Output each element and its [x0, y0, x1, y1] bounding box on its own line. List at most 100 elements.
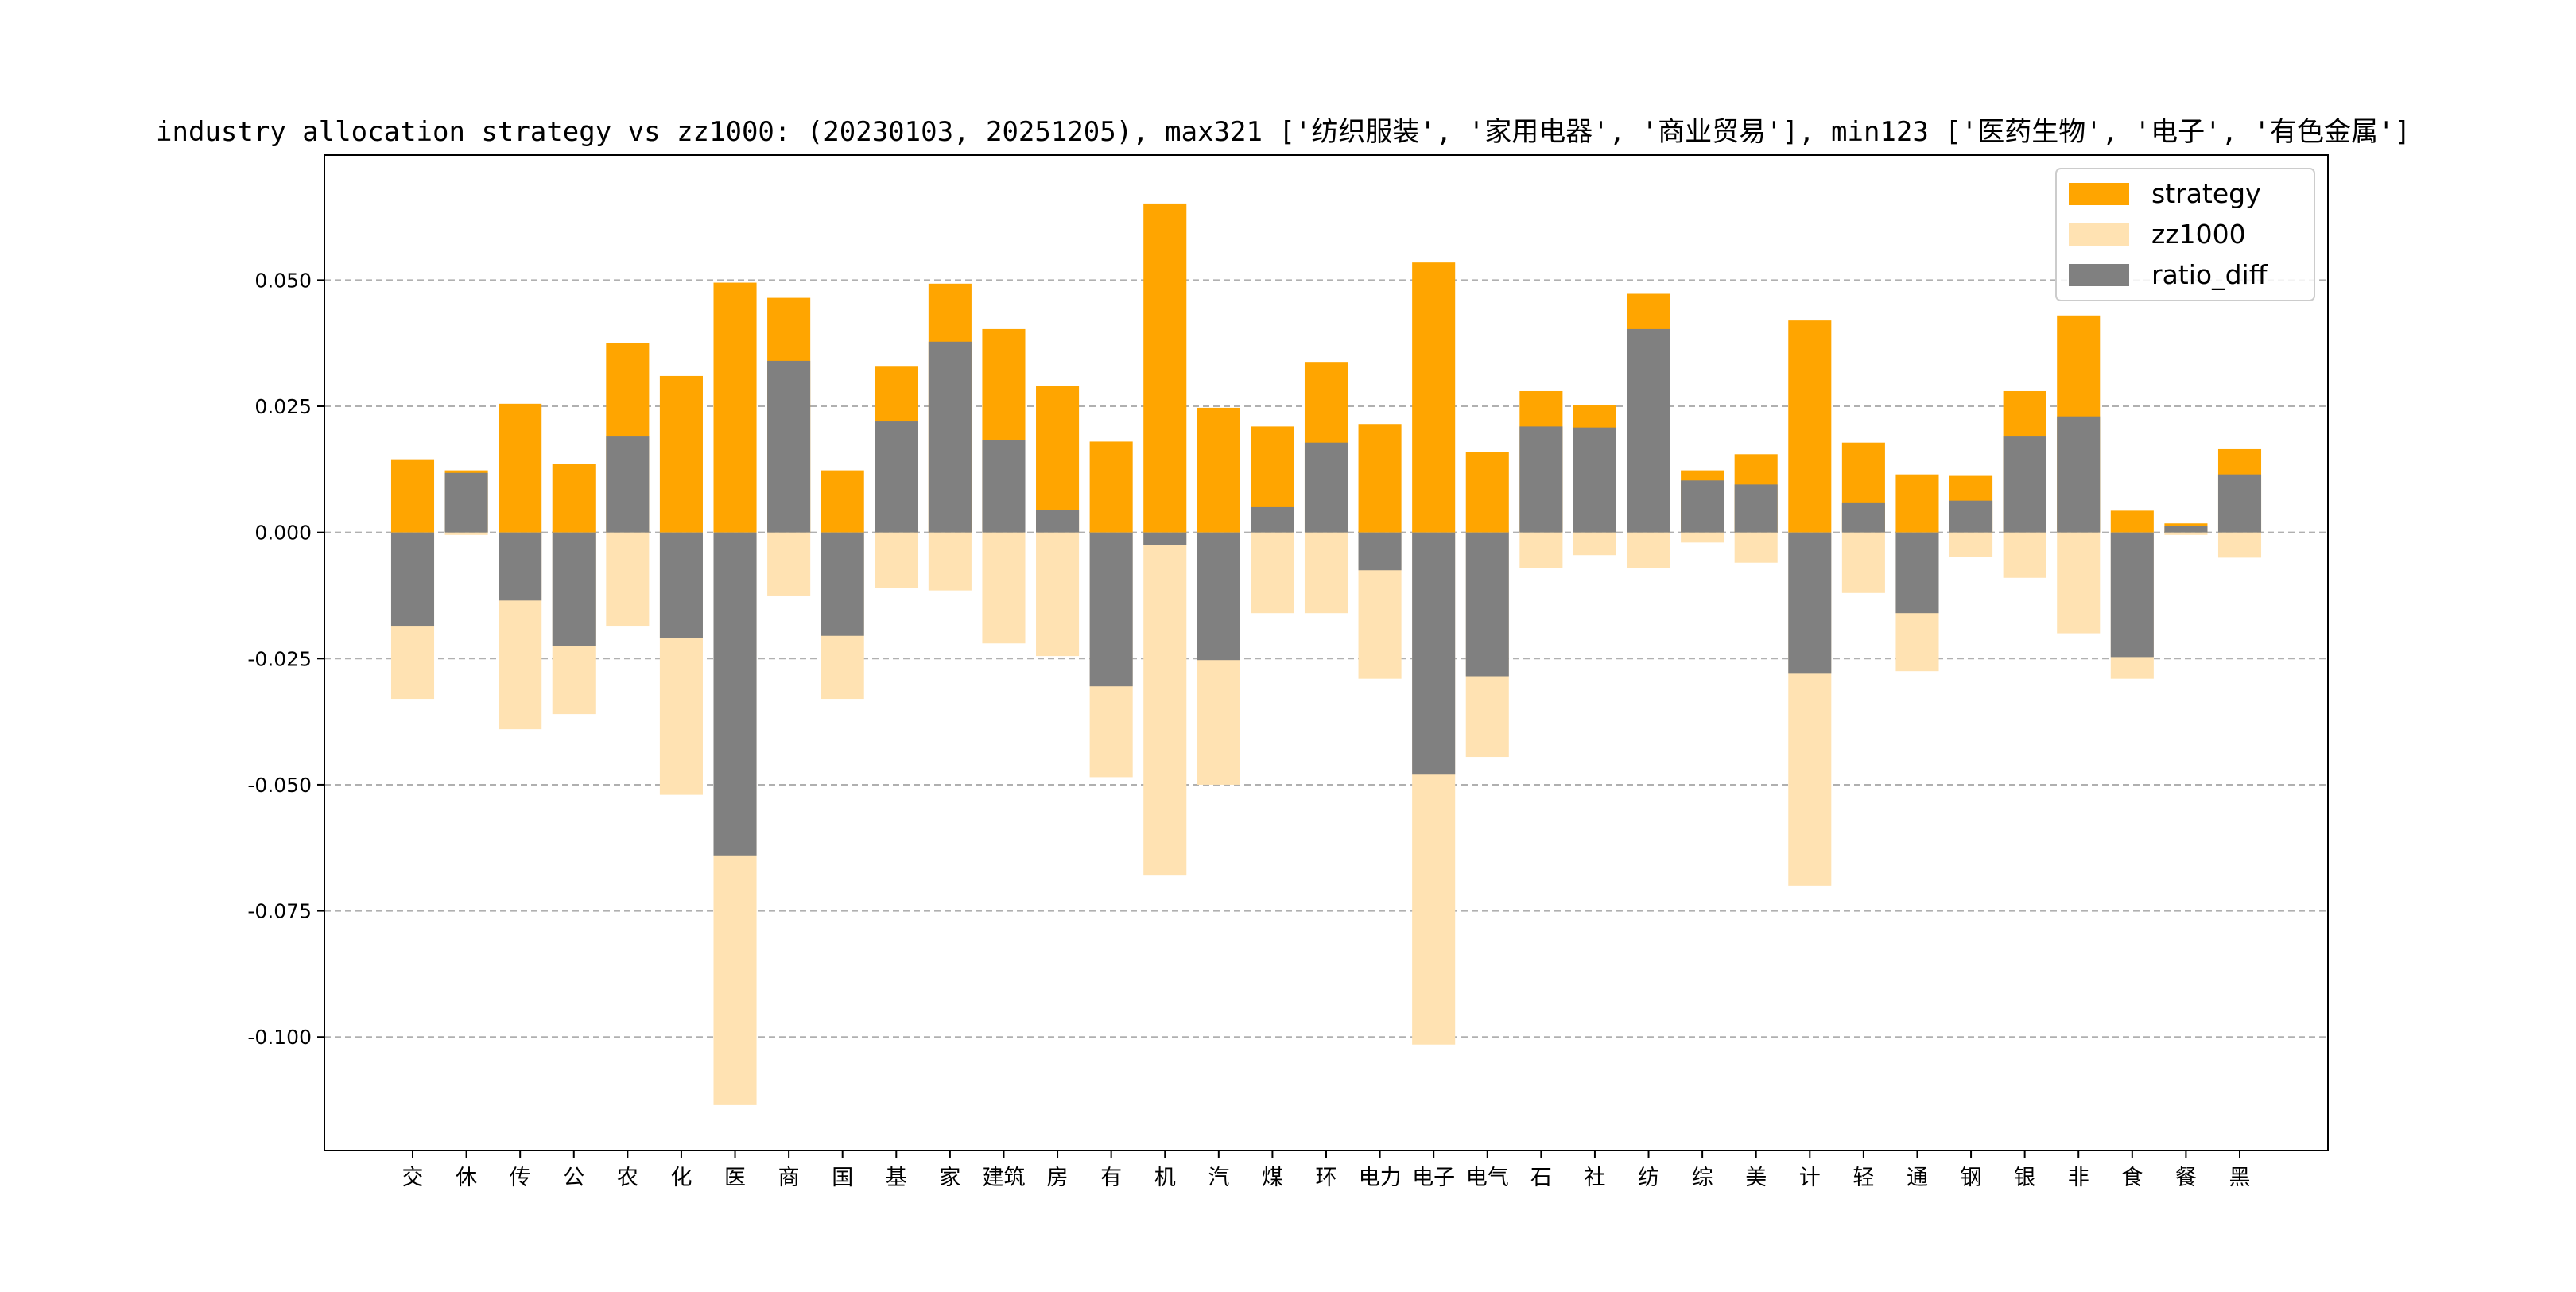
- bar-ratio_diff: [2110, 532, 2154, 658]
- bar-zz1000: [928, 532, 972, 591]
- bar-ratio_diff: [928, 341, 972, 533]
- legend-swatch-ratio_diff: [2069, 264, 2129, 286]
- bar-ratio_diff: [1089, 532, 1133, 687]
- bar-strategy: [1358, 424, 1402, 533]
- bar-ratio_diff: [1734, 484, 1778, 533]
- bar-strategy: [390, 459, 435, 533]
- y-tick-label: -0.100: [247, 1026, 312, 1049]
- x-tick-label: 计: [1799, 1166, 1821, 1190]
- x-tick-label: 食: [2121, 1166, 2143, 1190]
- bar-strategy: [1465, 452, 1509, 533]
- legend-swatch-strategy: [2069, 183, 2129, 205]
- x-tick-label: 汽: [1208, 1166, 1229, 1190]
- bar-ratio_diff: [1895, 532, 1939, 614]
- y-tick-label: -0.075: [247, 900, 312, 923]
- bar-ratio_diff: [1358, 532, 1402, 571]
- bar-zz1000: [1681, 532, 1724, 543]
- bar-zz1000: [1304, 532, 1348, 614]
- bar-zz1000: [1251, 532, 1294, 614]
- bar-zz1000: [444, 532, 488, 535]
- x-tick-label: 餐: [2175, 1166, 2197, 1190]
- x-tick-label: 传: [510, 1166, 531, 1190]
- y-axis: -0.100 -0.075 -0.050 -0.025 0.000 0.025 0.050: [247, 269, 324, 1049]
- x-tick-label: 公: [563, 1166, 584, 1190]
- x-tick-label: 综: [1692, 1166, 1713, 1190]
- bar-strategy: [1412, 262, 1456, 533]
- bar-ratio_diff: [390, 532, 435, 627]
- bar-zz1000: [1949, 532, 1993, 557]
- x-tick-label: 钢: [1961, 1166, 1982, 1190]
- x-tick-label: 环: [1316, 1166, 1337, 1190]
- bar-strategy: [1036, 386, 1080, 533]
- bar-ratio_diff: [659, 532, 703, 638]
- bar-zz1000: [2057, 532, 2101, 634]
- x-tick-label: 电子: [1412, 1166, 1455, 1190]
- x-tick-label: 建筑: [982, 1166, 1025, 1190]
- bar-ratio_diff: [499, 532, 542, 601]
- bar-ratio_diff: [444, 472, 488, 533]
- x-tick-label: 房: [1047, 1166, 1069, 1190]
- grid-lines: [324, 279, 2328, 1038]
- x-tick-label: 社: [1584, 1166, 1605, 1190]
- bar-zz1000: [2003, 532, 2046, 578]
- bar-zz1000: [2164, 532, 2208, 535]
- bar-ratio_diff: [1519, 426, 1563, 533]
- bar-ratio_diff: [713, 532, 757, 856]
- bar-strategy: [659, 375, 703, 533]
- x-tick-label: 煤: [1262, 1166, 1283, 1190]
- legend-label-zz1000: zz1000: [2151, 219, 2246, 250]
- legend-label-ratio_diff: ratio_diff: [2151, 259, 2268, 290]
- bar-zz1000: [1627, 532, 1670, 568]
- y-tick-label: 0.000: [254, 522, 312, 545]
- bar-zz1000: [1734, 532, 1778, 563]
- bar-ratio_diff: [606, 436, 650, 533]
- x-tick-label: 交: [402, 1166, 424, 1190]
- bar-zz1000: [1036, 532, 1080, 657]
- bar-ratio_diff: [1197, 532, 1240, 661]
- bar-ratio_diff: [2057, 416, 2101, 533]
- x-tick-label: 基: [886, 1166, 907, 1190]
- bar-strategy: [1895, 474, 1939, 533]
- bar-strategy: [713, 282, 757, 533]
- x-tick-label: 家: [939, 1166, 960, 1190]
- bar-ratio_diff: [1627, 328, 1670, 533]
- bar-strategy: [1197, 407, 1240, 533]
- x-tick-label: 电气: [1466, 1166, 1509, 1190]
- x-tick-label: 非: [2068, 1166, 2089, 1190]
- bar-ratio_diff: [1465, 532, 1509, 677]
- chart-title: industry allocation strategy vs zz1000: …: [156, 116, 2411, 148]
- bar-zz1000: [1573, 532, 1616, 556]
- bar-zz1000: [1143, 532, 1187, 876]
- bar-strategy: [1089, 441, 1133, 533]
- bar-ratio_diff: [875, 421, 918, 533]
- bars: [390, 203, 2262, 1105]
- bar-strategy: [1788, 320, 1832, 533]
- bar-strategy: [2110, 510, 2154, 533]
- bar-ratio_diff: [2164, 526, 2208, 533]
- bar-strategy: [821, 470, 864, 533]
- x-tick-label: 有: [1100, 1166, 1122, 1190]
- x-tick-label: 机: [1154, 1166, 1176, 1190]
- bar-ratio_diff: [2217, 474, 2262, 533]
- bar-ratio_diff: [1681, 480, 1724, 533]
- bar-ratio_diff: [552, 532, 596, 646]
- x-tick-label: 国: [832, 1166, 853, 1190]
- bar-strategy: [1143, 203, 1187, 533]
- x-tick-label: 通: [1907, 1166, 1928, 1190]
- x-tick-label: 农: [617, 1166, 638, 1190]
- bar-ratio_diff: [1036, 510, 1080, 533]
- bar-zz1000: [1519, 532, 1563, 568]
- bar-ratio_diff: [821, 532, 864, 636]
- y-tick-label: 0.050: [254, 269, 312, 292]
- x-tick-label: 纺: [1638, 1166, 1659, 1190]
- x-tick-label: 商: [778, 1166, 800, 1190]
- bar-ratio_diff: [1949, 500, 1993, 533]
- bar-ratio_diff: [1788, 532, 1832, 674]
- x-tick-label: 电力: [1359, 1166, 1402, 1190]
- bar-zz1000: [767, 532, 811, 596]
- bar-zz1000: [2217, 532, 2262, 558]
- x-tick-label: 休: [456, 1166, 477, 1190]
- bar-ratio_diff: [1841, 502, 1885, 533]
